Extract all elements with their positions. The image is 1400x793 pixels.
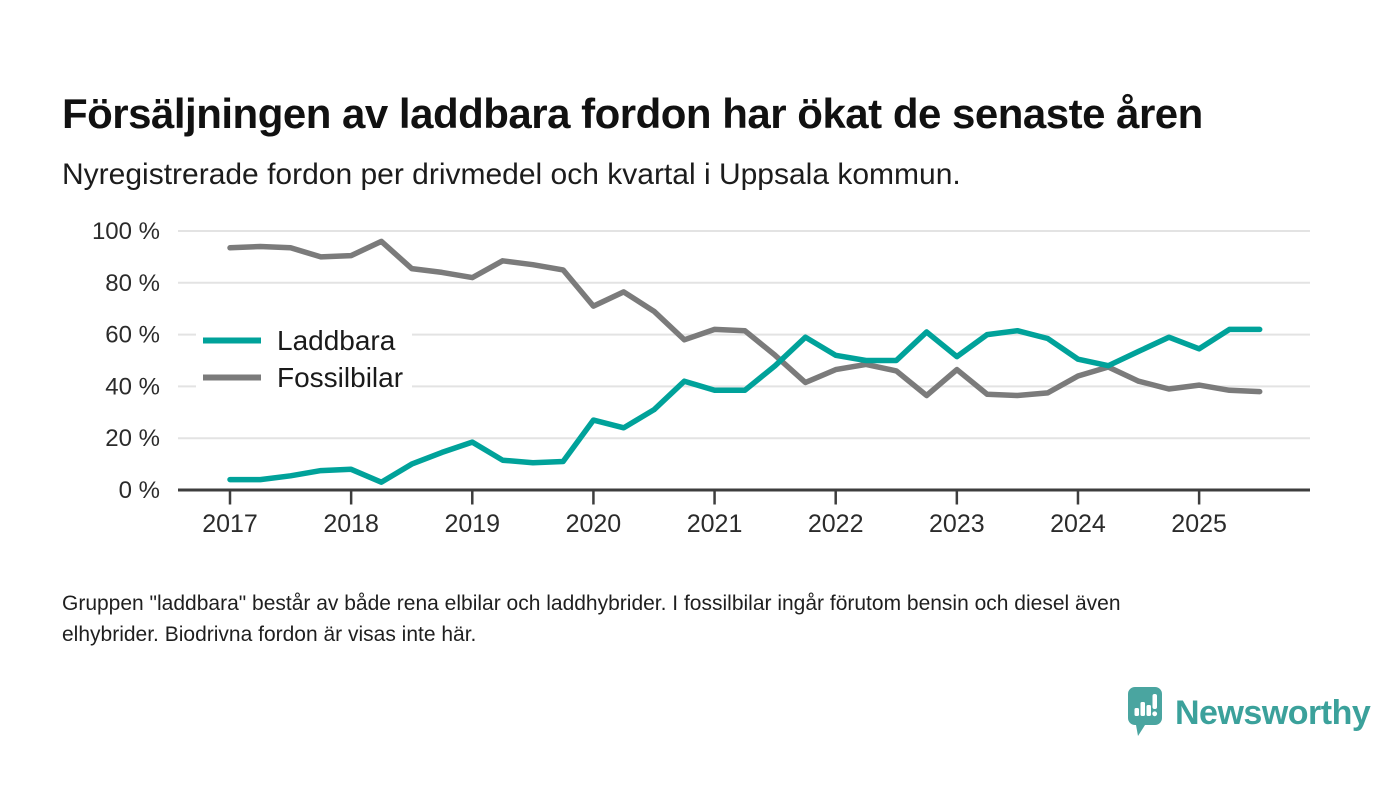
- x-axis-tick-label: 2017: [202, 510, 258, 538]
- y-axis-tick-label: 80 %: [105, 270, 160, 297]
- y-axis-tick-label: 20 %: [105, 425, 160, 452]
- legend-background: [196, 316, 412, 396]
- footnote-line-2: elhybrider. Biodrivna fordon är visas in…: [62, 623, 477, 646]
- y-axis-tick-label: 0 %: [119, 477, 160, 504]
- newsworthy-logo-text: Newsworthy: [1175, 693, 1371, 732]
- line-chart: 0 % 20 % 40 % 60 % 80 % 100 % 2017 2018 2019 2020…: [92, 218, 1310, 538]
- legend-label-fossilbilar: Fossilbilar: [277, 362, 403, 393]
- legend-label-laddbara: Laddbara: [277, 325, 396, 356]
- chart-subtitle: Nyregistrerade fordon per drivmedel och …: [62, 158, 961, 191]
- x-axis-tick-label: 2020: [566, 510, 622, 538]
- x-axis-tick-label: 2023: [929, 510, 985, 538]
- x-axis-tick-label: 2018: [323, 510, 379, 538]
- laddbara-line: [227, 326, 1263, 485]
- x-axis-tick-label: 2019: [444, 510, 500, 538]
- fossilbilar-line: [227, 238, 1263, 399]
- x-axis-tick-label: 2022: [808, 510, 864, 538]
- y-axis-tick-label: 40 %: [105, 373, 160, 400]
- page-title: Försäljningen av laddbara fordon har öka…: [62, 90, 1203, 138]
- x-axis-tick-label: 2024: [1050, 510, 1106, 538]
- x-axis-tick-label: 2021: [687, 510, 743, 538]
- x-axis-tick-label: 2025: [1171, 510, 1227, 538]
- y-axis-tick-label: 100 %: [92, 218, 160, 245]
- newsworthy-logo: Newsworthy: [1128, 684, 1371, 742]
- y-axis-tick-label: 60 %: [105, 322, 160, 349]
- newsworthy-logo-icon: [1128, 687, 1162, 736]
- footnote: Gruppen "laddbara" består av både rena e…: [62, 588, 1362, 650]
- footnote-line-1: Gruppen "laddbara" består av både rena e…: [62, 592, 1121, 615]
